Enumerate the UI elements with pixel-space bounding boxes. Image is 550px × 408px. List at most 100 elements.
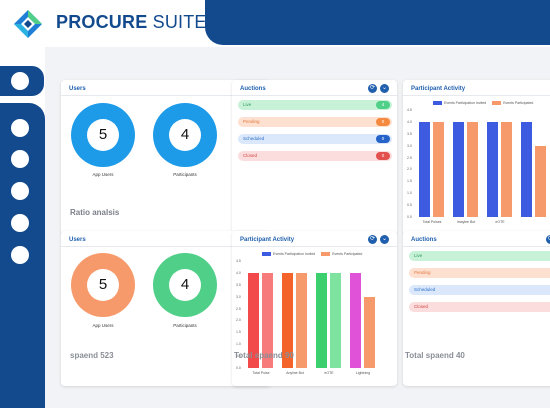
- expand-icon[interactable]: ⌄: [380, 235, 389, 244]
- card-divider: [61, 246, 271, 247]
- spend-stat-1: spaend 523: [70, 351, 114, 360]
- procure-suite-logo-icon: [14, 10, 42, 38]
- y-tick-label: 4.0: [407, 119, 412, 124]
- bar-participated: [364, 296, 375, 368]
- y-tick-label: 3.5: [407, 131, 412, 136]
- legend-swatch-invited: [433, 101, 442, 105]
- legend-invited: Events Participation Invited: [444, 101, 487, 105]
- legend-swatch-invited: [262, 252, 271, 256]
- y-tick-label: 3.5: [236, 282, 241, 287]
- bar-invited: [316, 272, 327, 368]
- card-divider: [232, 246, 397, 247]
- auction-status-closed[interactable]: Closed: [409, 302, 550, 312]
- participants-donut: 4: [153, 103, 217, 167]
- auction-status-pending[interactable]: Pending: [409, 268, 550, 278]
- app-users-donut: 5: [71, 103, 135, 167]
- spend-stat-2: Total spaend 90: [234, 351, 294, 360]
- auction-status-count: 0: [376, 118, 390, 126]
- bar-participated: [467, 121, 478, 217]
- y-tick-label: 1.5: [407, 179, 412, 184]
- auction-status-count: 4: [376, 101, 390, 109]
- y-tick-label: 1.0: [407, 191, 412, 196]
- app-users-donut: 5: [71, 253, 135, 317]
- y-tick-label: 4.5: [407, 108, 412, 112]
- card-divider: [61, 95, 271, 96]
- auction-status-pending[interactable]: Pending 0: [238, 117, 392, 127]
- users-card-title: Users: [69, 86, 86, 92]
- y-tick-label: 1.0: [236, 342, 241, 347]
- participant-activity-card-bottom: Participant Activity ⟳ ⌄ Events Particip…: [232, 231, 397, 386]
- auctions-card-title: Auctions: [240, 86, 266, 92]
- auction-status-label: Live: [243, 102, 252, 107]
- bar-invited: [419, 121, 430, 217]
- users-card-title: Users: [69, 237, 86, 243]
- app-users-value: 5: [87, 269, 119, 301]
- card-divider: [232, 95, 397, 96]
- y-tick-label: 2.5: [236, 306, 241, 311]
- bar-participated: [262, 272, 273, 368]
- y-tick-label: 0.0: [407, 215, 412, 219]
- auction-status-label: Live: [414, 253, 423, 258]
- auction-status-scheduled[interactable]: Scheduled 0: [238, 134, 392, 144]
- x-tick-label: eOTE: [324, 371, 334, 375]
- auctions-card-title: Auctions: [411, 237, 437, 243]
- auction-status-label: Pending: [414, 270, 431, 275]
- x-tick-label: Total Pulse: [252, 371, 270, 375]
- chart-legend: Events Participation Invited Events Part…: [262, 252, 362, 256]
- legend-participated: Events Participated: [332, 252, 363, 256]
- x-tick-label: Anyline Bot: [286, 371, 304, 375]
- sidebar-nav-icon-4[interactable]: [11, 214, 29, 232]
- bar-invited: [248, 272, 259, 368]
- bar-participated: [535, 145, 546, 217]
- refresh-icon[interactable]: ⟳: [368, 235, 377, 244]
- card-controls: ⟳: [546, 235, 550, 244]
- auction-status-closed[interactable]: Closed 0: [238, 151, 392, 161]
- refresh-icon[interactable]: ⟳: [368, 84, 377, 93]
- x-tick-label: Total Pulses: [422, 220, 442, 224]
- bar-invited: [282, 272, 293, 368]
- y-tick-label: 3.0: [236, 294, 241, 299]
- app-users-label: App Users: [92, 323, 114, 328]
- auction-status-label: Scheduled: [243, 136, 265, 141]
- bar-participated: [433, 121, 444, 217]
- app-header: PROCURE SUITE: [0, 0, 206, 47]
- participant-activity-chart-bottom: 4.5 4.0 3.5 3.0 2.5 2.0 1.5 1.0 0.5 0.0 Total Puls…: [232, 231, 397, 386]
- auction-status-scheduled[interactable]: Scheduled: [409, 285, 550, 295]
- participants-label: Participants: [173, 172, 197, 177]
- sidebar-nav-icon-3[interactable]: [11, 182, 29, 200]
- chart-legend: Events Participation Invited Events Part…: [433, 101, 533, 105]
- x-tick-label: Imaylee Bot: [456, 220, 476, 224]
- expand-icon[interactable]: ⌄: [380, 84, 389, 93]
- auction-status-label: Closed: [243, 153, 258, 158]
- participant-activity-title: Participant Activity: [411, 86, 466, 92]
- sidebar: [0, 103, 45, 408]
- card-controls: ⟳ ⌄: [368, 84, 389, 93]
- participants-donut: 4: [153, 253, 217, 317]
- auction-status-live[interactable]: Live 4: [238, 100, 392, 110]
- y-tick-label: 1.5: [236, 330, 241, 335]
- dashboard-content: Users ⟳ ⌄ 5 App Users 4 Participants Auc…: [45, 47, 550, 408]
- refresh-icon[interactable]: ⟳: [546, 235, 550, 244]
- bar-invited: [453, 121, 464, 217]
- y-tick-label: 3.0: [407, 143, 412, 148]
- sidebar-nav-icon-2[interactable]: [11, 150, 29, 168]
- y-tick-label: 4.5: [236, 259, 241, 263]
- sidebar-nav-icon-1[interactable]: [11, 119, 29, 137]
- participant-activity-card-top: Participant Activity Events Participatio…: [403, 80, 550, 235]
- brand-name: PROCURE SUITE: [56, 11, 207, 33]
- y-tick-label: 0.0: [236, 366, 241, 370]
- y-tick-label: 0.5: [236, 354, 241, 359]
- y-tick-label: 0.5: [407, 203, 412, 208]
- brand-name-rest: SUITE: [147, 12, 207, 32]
- sidebar-home-tab[interactable]: [0, 66, 44, 96]
- sidebar-home-icon[interactable]: [11, 72, 29, 90]
- legend-participated: Events Participated: [503, 101, 534, 105]
- auction-status-live[interactable]: Live: [409, 251, 550, 261]
- auction-status-count: 0: [376, 152, 390, 160]
- card-divider: [403, 246, 550, 247]
- app-users-value: 5: [87, 119, 119, 151]
- bar-invited: [487, 121, 498, 217]
- auction-status-count: 0: [376, 135, 390, 143]
- bar-participated: [330, 272, 341, 368]
- sidebar-nav-icon-5[interactable]: [11, 246, 29, 264]
